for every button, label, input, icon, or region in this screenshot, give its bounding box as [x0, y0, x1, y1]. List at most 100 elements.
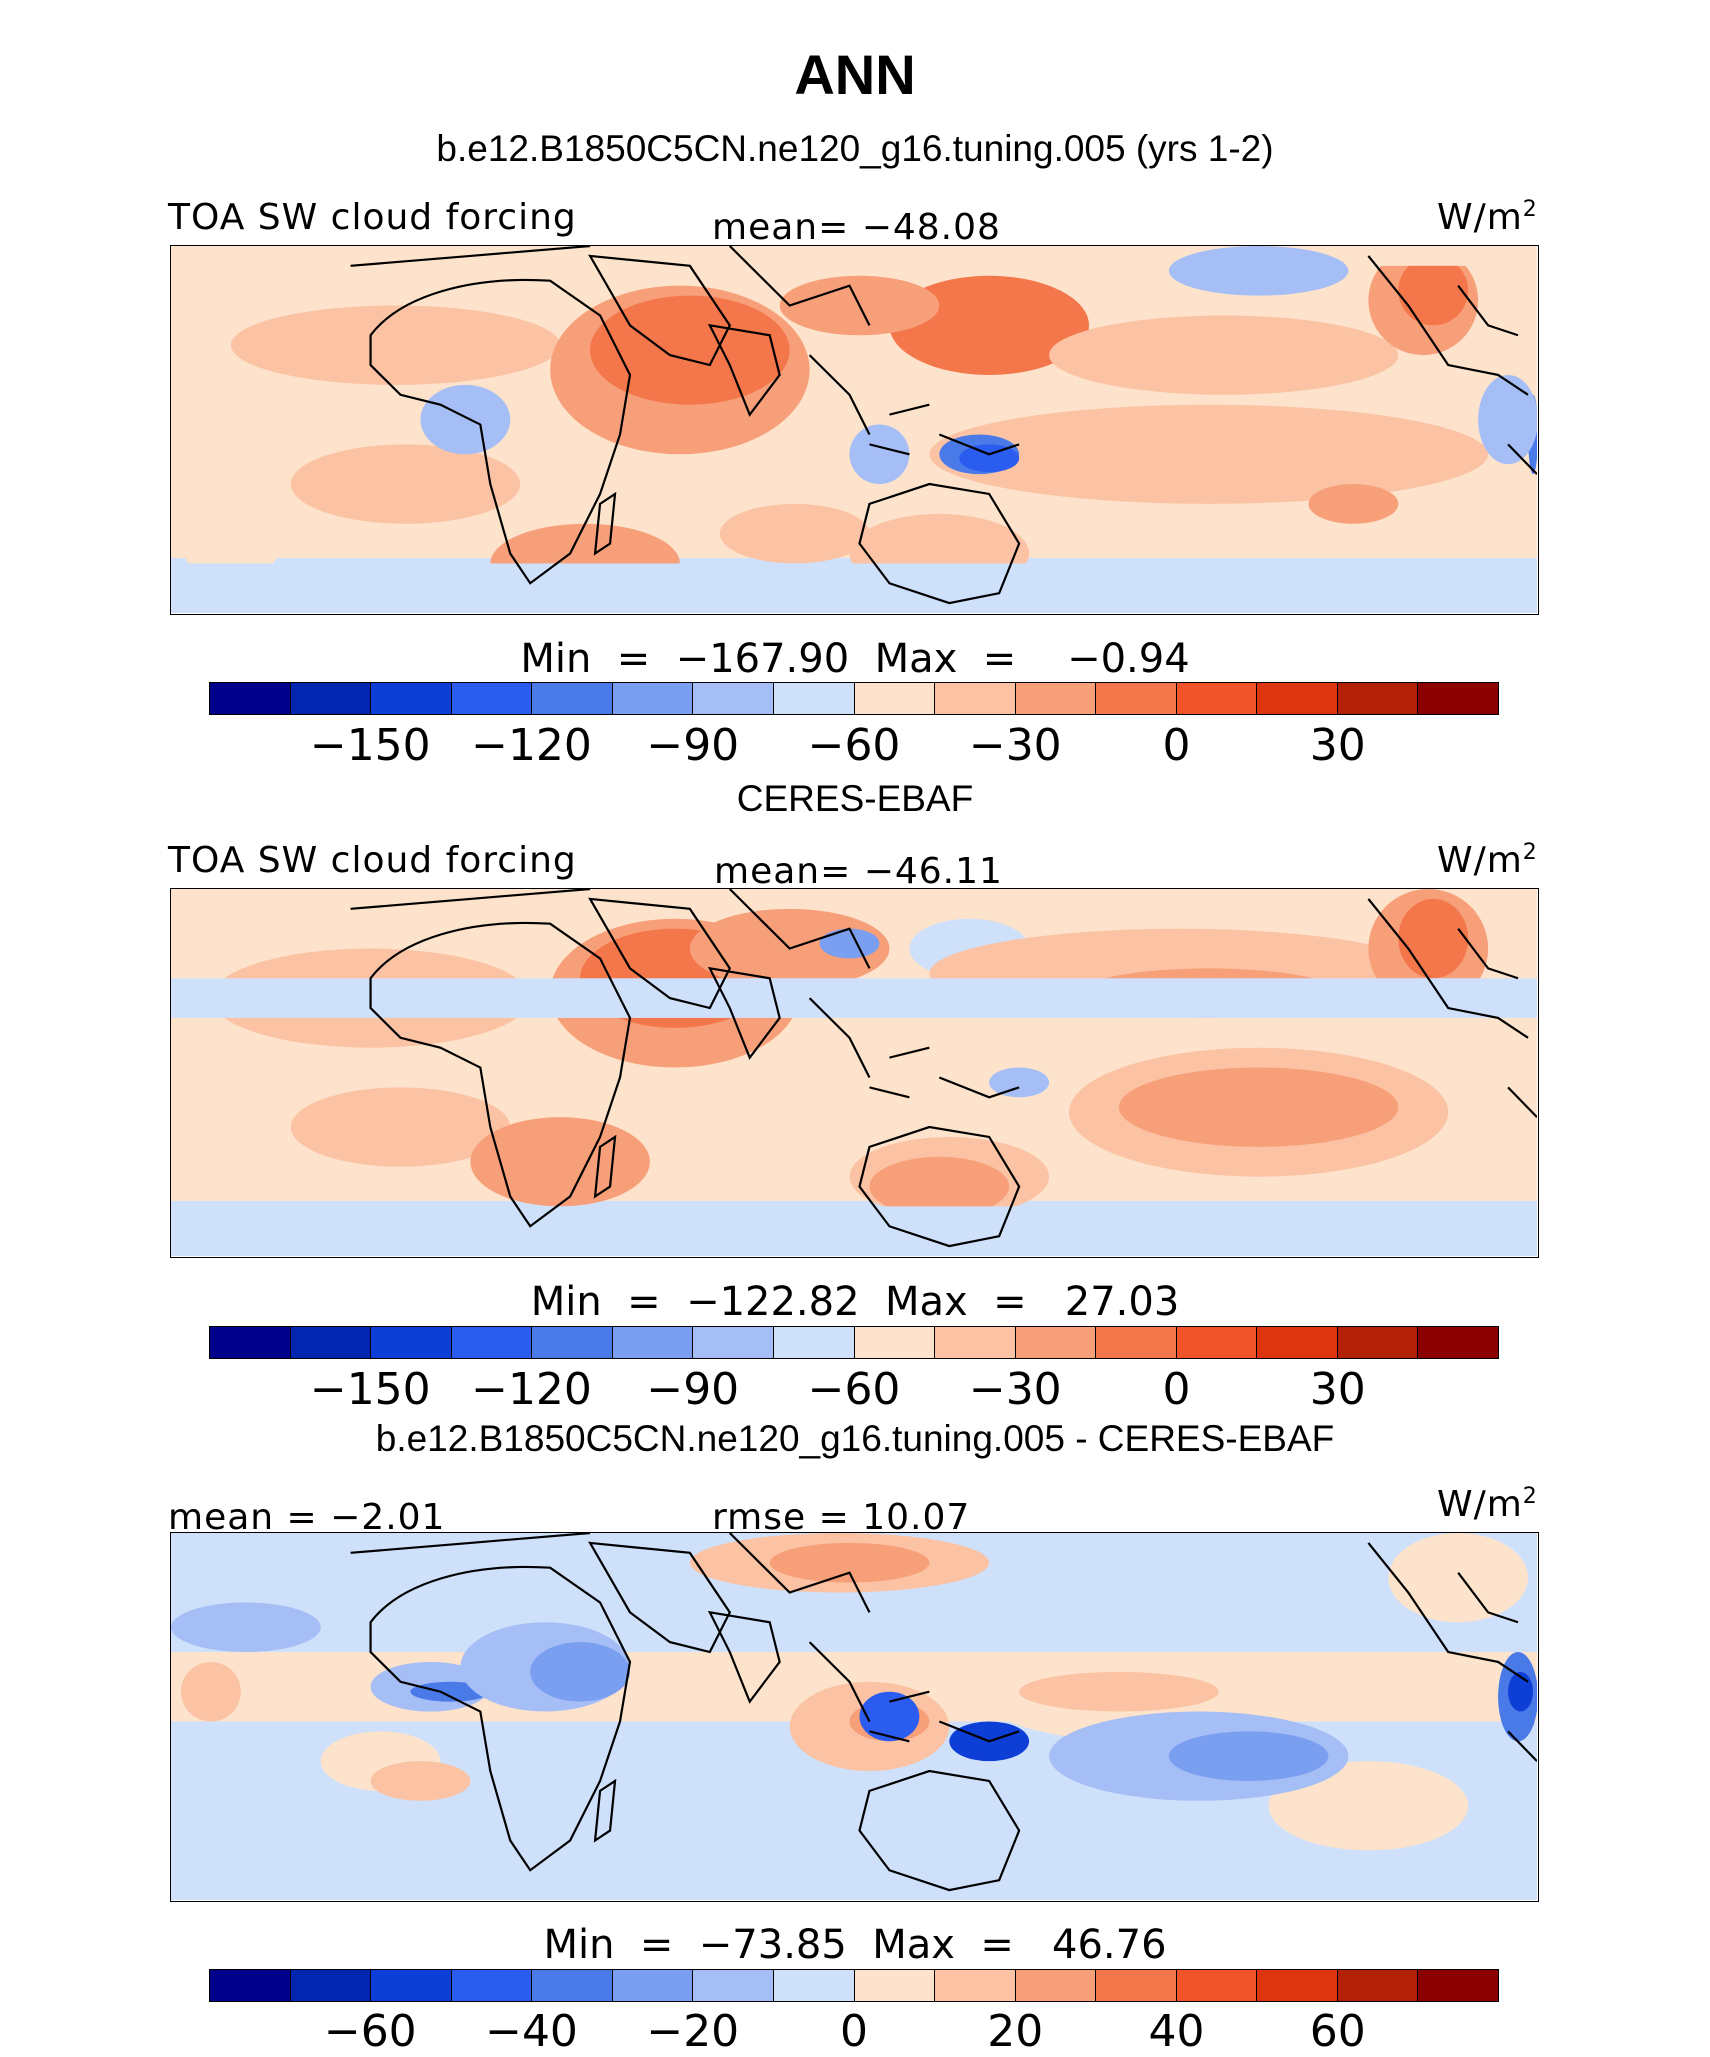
colorbar-tick-label: −120 — [471, 1364, 592, 1415]
colorbar-swatch — [1015, 1327, 1097, 1358]
field-contour — [1019, 1671, 1219, 1712]
coastline — [707, 966, 781, 1060]
field-contour — [989, 1067, 1050, 1098]
colorbar-tick-label: 60 — [1309, 2006, 1366, 2057]
colorbar-swatch — [773, 1327, 855, 1358]
colorbar-swatch — [1337, 1970, 1419, 2001]
colorbar-tick-label: −150 — [309, 1364, 431, 1415]
colorbar-tick-label: −60 — [807, 720, 901, 771]
colorbar-swatch — [935, 683, 1016, 714]
coastline — [1367, 1542, 1529, 1683]
panel-1-map — [170, 245, 1539, 615]
colorbar-tick-label: 20 — [987, 2006, 1044, 2057]
coastline — [593, 1134, 617, 1199]
coastline — [350, 889, 871, 969]
colorbar-swatch — [935, 1970, 1016, 2001]
coastline — [1507, 443, 1537, 475]
colorbar-swatch — [612, 683, 694, 714]
field-contour — [1168, 246, 1349, 296]
colorbar-swatch — [854, 1327, 936, 1358]
field-contour — [1398, 898, 1469, 979]
panel-3-title: b.e12.B1850C5CN.ne120_g16.tuning.005 - C… — [375, 1418, 1335, 1459]
colorbar-swatch — [1096, 1327, 1177, 1358]
panel-1-title: b.e12.B1850C5CN.ne120_g16.tuning.005 (yr… — [436, 128, 1274, 169]
field-contour — [889, 275, 1089, 375]
colorbar-swatch — [290, 1970, 372, 2001]
panel-1-minmax: Min = −167.90 Max = −0.94 — [520, 636, 1190, 682]
colorbar-swatch — [371, 683, 452, 714]
field-contour — [1049, 315, 1399, 395]
coastline — [588, 1541, 732, 1654]
coastline — [588, 897, 732, 1010]
colorbar-swatch — [1257, 1327, 1338, 1358]
colorbar-tick-label: −30 — [968, 720, 1062, 771]
coastline — [369, 278, 632, 585]
colorbar-tick-label: −120 — [471, 720, 592, 771]
map-field — [171, 1533, 1537, 1900]
colorbar-swatch — [290, 683, 372, 714]
coastline — [350, 1533, 871, 1613]
coastline — [369, 1565, 632, 1872]
figure-title: ANN — [794, 43, 916, 106]
colorbar-swatch — [693, 683, 774, 714]
colorbar-swatch — [451, 683, 533, 714]
field-contour — [1308, 484, 1399, 524]
colorbar-tick-label: 0 — [1162, 1364, 1191, 1415]
field-band — [171, 978, 1537, 1018]
field-contour — [171, 1602, 321, 1653]
panel-3-center-label: rmse = 10.07 — [712, 1497, 971, 1538]
colorbar-tick-label: 0 — [1162, 720, 1191, 771]
colorbar-swatch — [773, 683, 855, 714]
panel-3-map — [170, 1532, 1539, 1902]
colorbar-tick-label: −30 — [968, 1364, 1062, 1415]
coastline — [1367, 898, 1529, 1039]
coastline — [858, 1769, 1021, 1892]
colorbar-swatch — [210, 1970, 291, 2001]
coastline — [1507, 1086, 1537, 1118]
colorbar-tick-label: −150 — [309, 720, 431, 771]
field-contour — [1118, 1067, 1399, 1147]
panel-2-units: W/m2 — [1437, 840, 1538, 881]
panel-2-minmax: Min = −122.82 Max = 27.03 — [530, 1279, 1180, 1325]
field-contour — [180, 1661, 241, 1722]
colorbar-swatch — [1257, 1970, 1338, 2001]
colorbar-tick-label: −90 — [646, 1364, 740, 1415]
colorbar-swatch — [532, 1327, 613, 1358]
colorbar-swatch — [1337, 1327, 1419, 1358]
colorbar-swatch — [935, 1327, 1016, 1358]
field-contour — [929, 404, 1489, 504]
field-contour — [1398, 255, 1469, 326]
colorbar-tick-label: −60 — [807, 1364, 901, 1415]
colorbar-swatch — [451, 1327, 533, 1358]
map-field — [171, 246, 1537, 613]
coastline — [593, 491, 617, 556]
colorbar-tick-label: 40 — [1148, 2006, 1205, 2057]
colorbar-swatch — [371, 1327, 452, 1358]
panel-2-center-label: mean= −46.11 — [714, 851, 1003, 892]
field-contour — [290, 444, 521, 524]
colorbar-swatch — [210, 1327, 291, 1358]
field-contour — [869, 1156, 1010, 1217]
coastline — [350, 246, 871, 326]
colorbar-swatch — [1015, 683, 1097, 714]
colorbar-swatch — [532, 683, 613, 714]
field-contour — [819, 928, 880, 959]
colorbar-swatch — [854, 683, 936, 714]
field-contour — [530, 1642, 630, 1702]
field-band — [171, 1206, 1537, 1256]
colorbar-tick-label: 30 — [1309, 1364, 1366, 1415]
colorbar-tick-label: 0 — [840, 2006, 868, 2057]
panel-2-left-label: TOA SW cloud forcing — [168, 840, 577, 881]
field-contour — [1268, 1761, 1469, 1851]
field-contour — [171, 1067, 291, 1177]
colorbar-swatch — [1257, 683, 1338, 714]
colorbar-swatch — [1418, 683, 1498, 714]
colorbar-swatch — [693, 1970, 774, 2001]
colorbar-tick-label: −90 — [646, 720, 740, 771]
panel-1-left-label: TOA SW cloud forcing — [168, 197, 577, 238]
field-contour — [1388, 1533, 1529, 1623]
colorbar-swatch — [210, 683, 291, 714]
field-contour — [859, 1691, 920, 1742]
panel-3-left-label: mean = −2.01 — [168, 1497, 446, 1538]
coastline — [707, 323, 781, 417]
